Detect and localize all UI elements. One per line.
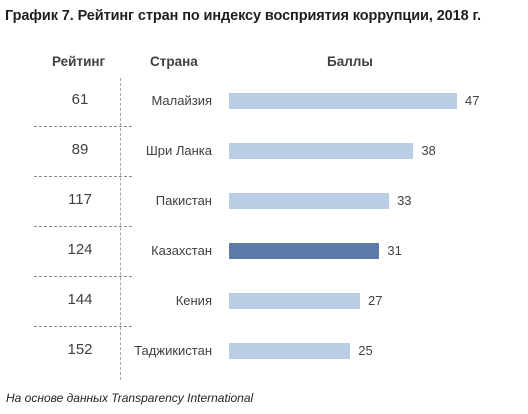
bar: [229, 243, 380, 259]
bar: [229, 193, 390, 209]
country-label: Таджикистан: [134, 343, 212, 358]
rank-label: 124: [67, 241, 93, 258]
rank-label: 61: [71, 91, 89, 108]
chart-row: 61 Малайзия 47: [0, 78, 528, 128]
bar-value-label: 25: [358, 343, 373, 358]
country-label: Казахстан: [151, 243, 212, 258]
country-label: Пакистан: [155, 193, 212, 208]
chart-row: 117 Пакистан 33: [0, 178, 528, 228]
row-separator: [34, 126, 132, 127]
row-separator: [34, 176, 132, 177]
bar: [229, 343, 351, 359]
bar-value-label: 47: [465, 93, 480, 108]
score-column-header: Баллы: [327, 54, 373, 69]
bar-value-label: 38: [421, 143, 436, 158]
country-label: Малайзия: [151, 93, 212, 108]
chart-row: 89 Шри Ланка 38: [0, 128, 528, 178]
bar-value-label: 27: [367, 293, 383, 308]
source-note: На основе данных Transparency Internatio…: [6, 391, 254, 405]
chart-row: 144 Кения 27: [0, 278, 528, 328]
chart-title: График 7. Рейтинг стран по индексу воспр…: [5, 8, 481, 24]
rank-label: 144: [67, 291, 93, 308]
bar: [229, 293, 360, 309]
bar: [229, 93, 457, 109]
rank-label: 117: [68, 191, 92, 208]
rank-label: 152: [67, 341, 93, 358]
row-separator: [34, 276, 132, 277]
chart-row: 152 Таджикистан 25: [0, 328, 528, 378]
bar: [229, 143, 414, 159]
bar-value-label: 33: [397, 193, 412, 208]
country-column-header: Страна: [150, 54, 198, 69]
chart-row: 124 Казахстан 31: [0, 228, 528, 278]
rank-column-header: Рейтинг: [52, 54, 106, 69]
country-label: Шри Ланка: [145, 143, 212, 158]
row-separator: [34, 326, 132, 327]
rank-label: 89: [71, 141, 89, 158]
column-divider: [120, 78, 121, 380]
row-separator: [34, 226, 132, 227]
country-label: Кения: [175, 293, 212, 308]
bar-value-label: 31: [387, 243, 402, 258]
